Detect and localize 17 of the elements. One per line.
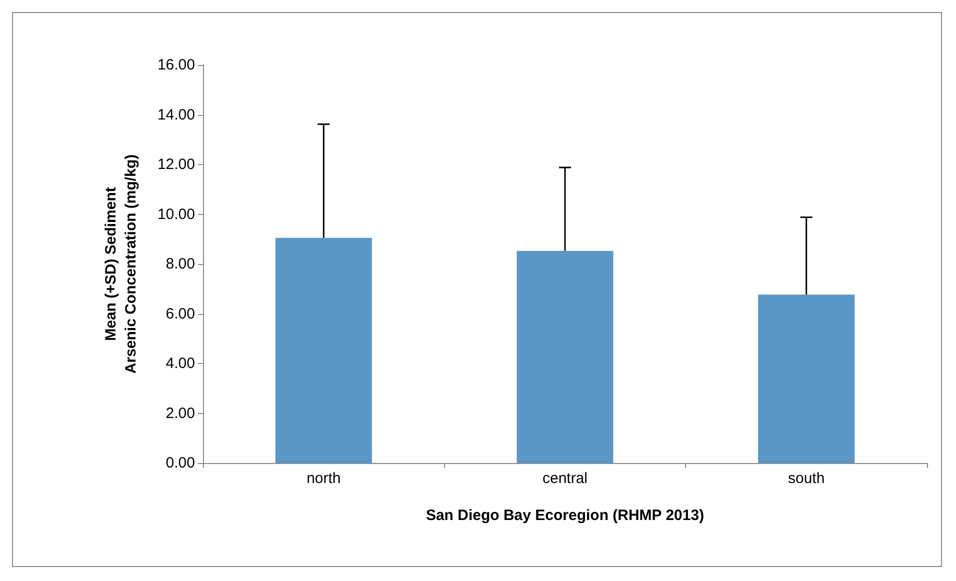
x-tick-label: south	[788, 470, 825, 487]
y-tick-label: 8.00	[166, 256, 195, 272]
bar	[275, 238, 372, 463]
y-axis-title: Mean (+SD) Sediment Arsenic Concentration (mg/kg)	[102, 154, 140, 374]
bar	[758, 294, 855, 463]
x-tick-label: central	[542, 470, 588, 487]
x-tick-label: north	[306, 470, 341, 487]
y-tick-label: 4.00	[166, 355, 195, 372]
y-tick-label: 16.00	[157, 56, 195, 74]
y-tick-label: 10.00	[157, 206, 195, 223]
y-tick-label: 0.00	[166, 454, 195, 472]
y-tick-label: 2.00	[166, 404, 195, 422]
y-tick-label: 14.00	[157, 106, 195, 124]
bar	[516, 250, 614, 463]
y-tick-label: 12.00	[157, 156, 195, 173]
y-tick-label: 6.00	[166, 305, 195, 322]
x-axis-title: San Diego Bay Ecoregion (RHMP 2013)	[426, 507, 704, 524]
